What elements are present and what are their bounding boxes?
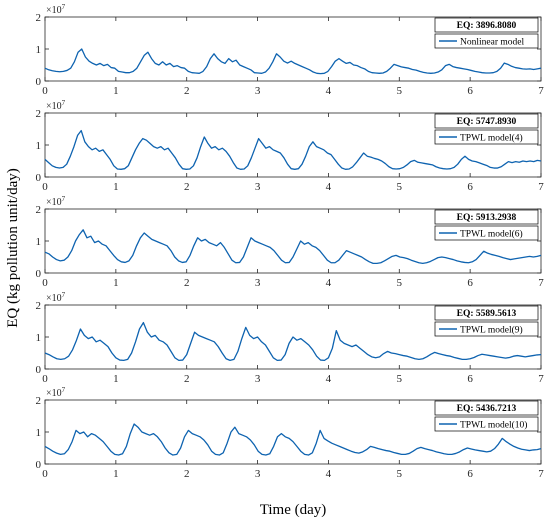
x-tick-label: 4: [326, 277, 332, 289]
x-tick-label: 5: [397, 373, 403, 385]
panel-1: 0 1 2 3 4 5 6 7 0 1 2 ×107 EQ: 3896.8080 Nonlinear mo…: [36, 3, 545, 97]
y-tick-label: 1: [36, 332, 42, 344]
x-tick-label: 4: [326, 181, 332, 193]
annotation-box: [434, 209, 539, 225]
legend-box: [434, 33, 539, 49]
series-line: [44, 423, 542, 456]
x-tick-label: 3: [255, 181, 261, 193]
y-tick-label: 0: [36, 364, 42, 376]
panel-2: 0 1 2 3 4 5 6 7 0 1 2 ×107 EQ: 5747.8930 TPWL model(4…: [36, 99, 545, 193]
x-tick-label: 0: [42, 373, 48, 385]
x-tick-label: 3: [255, 468, 261, 480]
y-tick-label: 0: [36, 459, 42, 471]
legend: TPWL model(10): [434, 416, 539, 432]
legend-label: TPWL model(9): [460, 325, 523, 336]
panel-4: 0 1 2 3 4 5 6 7 0 1 2 ×107 EQ: 5589.5613 TPWL model(9…: [36, 291, 545, 385]
x-tick-label: 0: [42, 468, 48, 480]
x-tick-label: 5: [397, 85, 403, 97]
x-tick-label: 3: [255, 85, 261, 97]
x-tick-label: 6: [467, 468, 473, 480]
x-tick-label: 4: [326, 373, 332, 385]
y-tick-label: 1: [36, 140, 42, 152]
legend-label: TPWL model(4): [460, 133, 523, 144]
x-tick-label: 6: [467, 85, 473, 97]
y-exponent-label: ×107: [46, 291, 66, 304]
x-tick-label: 0: [42, 277, 48, 289]
legend-box: [434, 225, 539, 241]
y-tick-label: 1: [36, 44, 42, 56]
legend-box: [434, 129, 539, 145]
panels: 0 1 2 3 4 5 6 7 0 1 2 ×107 EQ: 3896.8080 Nonlinear mo…: [36, 3, 545, 480]
x-tick-label: 5: [397, 277, 403, 289]
annotation-box: [434, 400, 539, 416]
y-exponent-label: ×107: [46, 99, 66, 112]
y-tick-label: 1: [36, 236, 42, 248]
y-exponent-label: ×107: [46, 386, 66, 399]
annotation-text: EQ: 5913.2938: [457, 213, 517, 223]
x-tick-label: 1: [113, 468, 119, 480]
y-axis-label: EQ (kg pollution unit/day): [5, 168, 21, 328]
y-tick-label: 2: [36, 12, 42, 24]
x-tick-label: 1: [113, 277, 119, 289]
y-tick-label: 2: [36, 395, 42, 407]
x-tick-label: 7: [538, 85, 544, 97]
legend: Nonlinear model: [434, 33, 539, 49]
x-tick-label: 4: [326, 85, 332, 97]
annotation-text: EQ: 3896.8080: [457, 21, 517, 31]
x-tick-label: 0: [42, 181, 48, 193]
annotation-box: [434, 113, 539, 129]
y-exponent-label: ×107: [46, 3, 66, 16]
annotation-box: [434, 17, 539, 33]
x-tick-label: 3: [255, 373, 261, 385]
x-tick-label: 2: [184, 85, 190, 97]
legend-label: TPWL model(6): [460, 229, 523, 240]
panel-5: 0 1 2 3 4 5 6 7 0 1 2 ×107 EQ: 5436.7213 TPWL model(1…: [36, 386, 545, 480]
x-tick-label: 0: [42, 85, 48, 97]
x-tick-label: 1: [113, 373, 119, 385]
x-tick-label: 1: [113, 85, 119, 97]
legend: TPWL model(4): [434, 129, 539, 145]
annotation-box: [434, 305, 539, 321]
y-tick-label: 2: [36, 300, 42, 312]
x-tick-label: 2: [184, 468, 190, 480]
x-tick-label: 6: [467, 181, 473, 193]
x-tick-label: 2: [184, 373, 190, 385]
y-tick-label: 2: [36, 204, 42, 216]
x-tick-label: 7: [538, 181, 544, 193]
y-tick-label: 0: [36, 268, 42, 280]
legend: TPWL model(6): [434, 225, 539, 241]
y-tick-label: 0: [36, 76, 42, 88]
y-exponent-label: ×107: [46, 195, 66, 208]
x-tick-label: 2: [184, 277, 190, 289]
annotation-text: EQ: 5589.5613: [457, 309, 517, 319]
x-tick-label: 1: [113, 181, 119, 193]
x-axis-label: Time (day): [260, 502, 327, 518]
legend-label: TPWL model(10): [460, 420, 527, 431]
legend-label: Nonlinear model: [460, 38, 524, 48]
y-tick-label: 0: [36, 172, 42, 184]
x-tick-label: 3: [255, 277, 261, 289]
x-tick-label: 2: [184, 181, 190, 193]
x-tick-label: 7: [538, 373, 544, 385]
annotation-text: EQ: 5747.8930: [457, 117, 517, 127]
x-tick-label: 5: [397, 181, 403, 193]
x-tick-label: 7: [538, 468, 544, 480]
x-tick-label: 4: [326, 468, 332, 480]
x-tick-label: 5: [397, 468, 403, 480]
x-tick-label: 6: [467, 277, 473, 289]
series-line: [44, 229, 542, 265]
legend: TPWL model(9): [434, 321, 539, 337]
panel-3: 0 1 2 3 4 5 6 7 0 1 2 ×107 EQ: 5913.2938 TPWL model(6…: [36, 195, 545, 289]
series-line: [44, 129, 542, 170]
series-line: [44, 321, 542, 362]
annotation-text: EQ: 5436.7213: [457, 404, 517, 414]
series-line: [44, 48, 542, 75]
y-tick-label: 2: [36, 108, 42, 120]
x-tick-label: 6: [467, 373, 473, 385]
y-tick-label: 1: [36, 427, 42, 439]
legend-box: [434, 321, 539, 337]
legend-box: [434, 416, 539, 432]
x-tick-label: 7: [538, 277, 544, 289]
